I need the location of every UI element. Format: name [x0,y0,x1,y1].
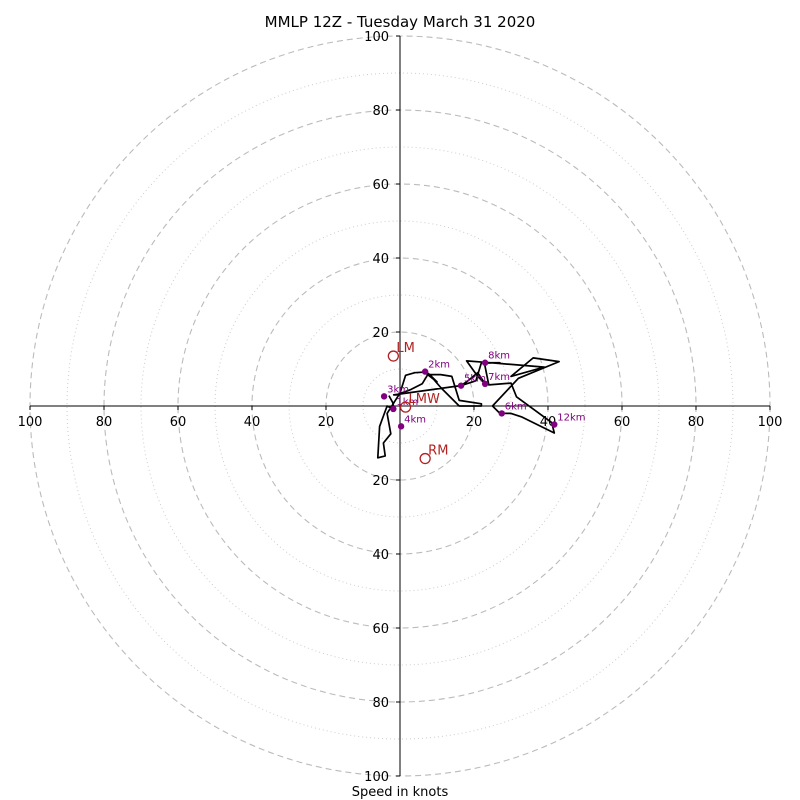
x-tick-label: 100 [758,415,783,430]
storm-motion-markers: LM RM LMW [387,341,448,465]
height-marker-label: 5km [464,374,486,385]
height-marker-label: 2km [428,360,450,371]
y-tick-label: 20 [372,474,389,489]
storm-motion-rm [419,452,431,465]
storm-motion-label: RM [428,444,448,459]
tick-labels: 100 80 60 40 20 20 40 60 80 100100806040202040608… [18,30,783,785]
y-tick-label: 40 [372,252,389,267]
y-tick-label: 40 [372,548,389,563]
height-marker-label: 8km [488,351,510,362]
y-tick-label: 60 [372,622,389,637]
height-marker-8km [481,359,489,366]
hodograph-line [376,357,560,459]
x-tick-label: 60 [170,415,187,430]
height-marker-7km [481,380,489,387]
y-tick-label: 80 [372,696,389,711]
y-tick-label: 20 [372,326,389,341]
height-marker-label: 4km [404,414,426,425]
x-tick-label: 80 [96,415,113,430]
chart-title: MMLP 12Z - Tuesday March 31 2020 [265,13,536,31]
height-marker-label: 3km [387,384,409,395]
height-marker-12km [551,421,558,428]
height-marker-label: 7km [488,372,510,383]
y-tick-label: 60 [372,178,389,193]
height-marker-label: 6km [505,401,527,412]
x-tick-label: 100 [18,415,43,430]
height-marker-label: 12km [557,413,585,424]
y-tick-label: 80 [372,104,389,119]
axes [30,36,770,776]
storm-motion-label: LM [396,341,414,356]
x-tick-label: 20 [466,415,483,430]
hodograph-trace [376,357,560,459]
storm-motion-lm [387,350,399,362]
y-tick-label: 100 [364,30,389,45]
y-tick-label: 100 [364,770,389,785]
storm-motion-lmw [399,401,412,413]
height-marker-3km [380,393,388,400]
height-marker-4km [397,423,405,430]
height-marker-2km [421,368,429,375]
height-marker-6km [498,410,505,417]
storm-motion-label: LMW [409,392,440,407]
x-tick-label: 20 [318,415,335,430]
x-tick-label: 60 [614,415,631,430]
height-marker-1km [390,405,397,413]
x-axis-label: Speed in knots [352,785,449,800]
height-marker-5km [457,382,465,389]
x-tick-label: 80 [688,415,705,430]
x-tick-label: 40 [244,415,261,430]
